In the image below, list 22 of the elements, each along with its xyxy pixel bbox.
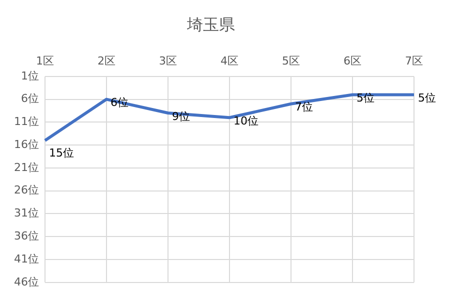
y-tick-label: 21位 (14, 160, 39, 174)
x-tick-label: 7区 (405, 54, 423, 68)
x-tick-label: 3区 (159, 54, 177, 68)
y-tick-label: 6位 (20, 92, 39, 106)
y-tick-label: 11位 (14, 115, 39, 128)
data-label: 10位 (234, 114, 258, 128)
y-tick-label: 41位 (14, 252, 39, 266)
y-tick-label: 16位 (14, 138, 39, 151)
y-tick-label: 31位 (14, 206, 39, 220)
x-tick-label: 5区 (282, 54, 300, 68)
x-tick-label: 6区 (344, 54, 362, 68)
data-label: 5位 (418, 92, 436, 105)
data-label: 7位 (295, 100, 313, 114)
data-label: 15位 (48, 146, 74, 160)
y-tick-label: 36位 (14, 229, 39, 242)
y-tick-label: 1位 (20, 69, 39, 82)
y-tick-label: 46位 (14, 275, 39, 288)
y-tick-label: 26位 (14, 184, 39, 197)
x-tick-label: 2区 (98, 54, 116, 68)
x-tick-label: 1区 (36, 54, 54, 68)
x-tick-label: 4区 (220, 54, 238, 68)
chart-title: 埼玉県 (186, 14, 235, 34)
